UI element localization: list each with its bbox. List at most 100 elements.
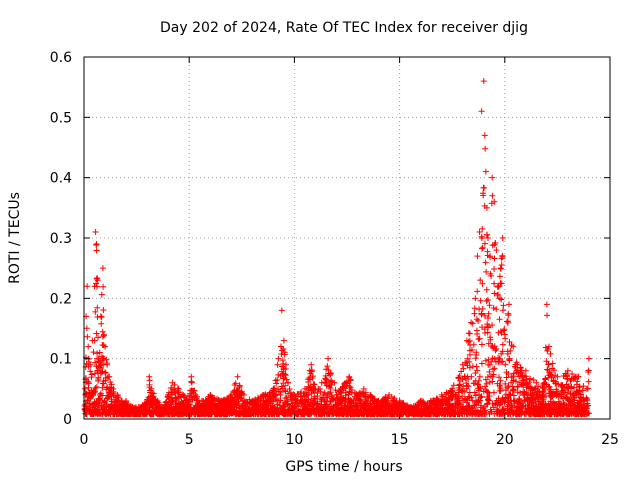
data-point — [438, 402, 445, 409]
data-point — [204, 399, 211, 406]
data-point — [95, 376, 102, 383]
data-point — [477, 410, 484, 417]
data-point — [479, 305, 486, 312]
data-point — [101, 398, 108, 405]
data-point — [440, 409, 447, 416]
data-point — [166, 395, 173, 402]
data-point — [207, 392, 214, 399]
data-point — [85, 380, 92, 387]
data-point — [163, 398, 170, 405]
data-point — [474, 367, 481, 374]
data-point — [270, 406, 277, 413]
data-point — [480, 78, 487, 85]
data-point — [465, 393, 472, 400]
data-point — [275, 371, 282, 378]
data-point — [459, 409, 466, 416]
data-point — [177, 403, 184, 410]
data-point — [203, 402, 210, 409]
data-point — [584, 397, 591, 404]
data-point — [466, 394, 473, 401]
data-point — [251, 405, 258, 412]
data-point — [546, 370, 553, 377]
data-point — [483, 401, 490, 408]
data-point — [103, 360, 110, 367]
data-point — [527, 384, 534, 391]
data-point — [262, 392, 269, 399]
data-point — [540, 409, 547, 416]
data-point — [84, 283, 91, 290]
data-point — [303, 408, 310, 415]
data-point — [497, 400, 504, 407]
data-point — [522, 373, 529, 380]
data-point — [486, 379, 493, 386]
data-point — [472, 407, 479, 414]
data-point — [500, 327, 507, 334]
data-point — [481, 407, 488, 414]
data-point — [521, 391, 528, 398]
data-point — [445, 390, 452, 397]
data-point — [100, 332, 107, 339]
data-point — [506, 409, 513, 416]
data-point — [576, 383, 583, 390]
data-point — [280, 337, 287, 344]
data-point — [492, 358, 499, 365]
data-point — [461, 388, 468, 395]
data-point — [264, 406, 271, 413]
data-point — [262, 401, 269, 408]
data-point — [368, 393, 375, 400]
data-point — [321, 389, 328, 396]
data-point — [280, 345, 287, 352]
data-point — [93, 280, 100, 287]
data-point — [325, 410, 332, 417]
data-point — [516, 397, 523, 404]
data-point — [489, 192, 496, 199]
data-point — [485, 356, 492, 363]
data-point — [139, 411, 146, 418]
data-point — [485, 310, 492, 317]
data-point — [481, 240, 488, 247]
data-point — [207, 411, 214, 418]
data-point — [213, 403, 220, 410]
data-point — [496, 273, 503, 280]
data-point — [547, 393, 554, 400]
data-point — [342, 398, 349, 405]
data-point — [487, 408, 494, 415]
y-tick-label: 0.4 — [50, 171, 72, 187]
data-point — [320, 405, 327, 412]
data-point — [544, 366, 551, 373]
data-point — [526, 411, 533, 418]
data-point — [448, 395, 455, 402]
data-point — [280, 375, 287, 382]
data-point — [94, 304, 101, 311]
data-point — [533, 379, 540, 386]
data-point — [483, 268, 490, 275]
data-point — [360, 385, 367, 392]
data-point — [289, 409, 296, 416]
data-point — [99, 333, 106, 340]
data-point — [360, 408, 367, 415]
data-point — [502, 394, 509, 401]
data-point — [464, 397, 471, 404]
data-point — [420, 406, 427, 413]
data-point — [567, 390, 574, 397]
data-point — [573, 390, 580, 397]
data-point — [479, 244, 486, 251]
data-point — [118, 404, 125, 411]
data-point — [351, 389, 358, 396]
data-point — [391, 411, 398, 418]
data-point — [496, 316, 503, 323]
data-point — [296, 400, 303, 407]
data-point — [497, 385, 504, 392]
data-point — [495, 354, 502, 361]
data-point — [276, 402, 283, 409]
data-point — [549, 365, 556, 372]
data-point — [491, 365, 498, 372]
data-point — [103, 386, 110, 393]
data-point — [531, 394, 538, 401]
data-point — [473, 363, 480, 370]
data-point — [303, 392, 310, 399]
data-point — [479, 245, 486, 252]
data-point — [484, 373, 491, 380]
data-point — [490, 371, 497, 378]
data-point — [274, 361, 281, 368]
